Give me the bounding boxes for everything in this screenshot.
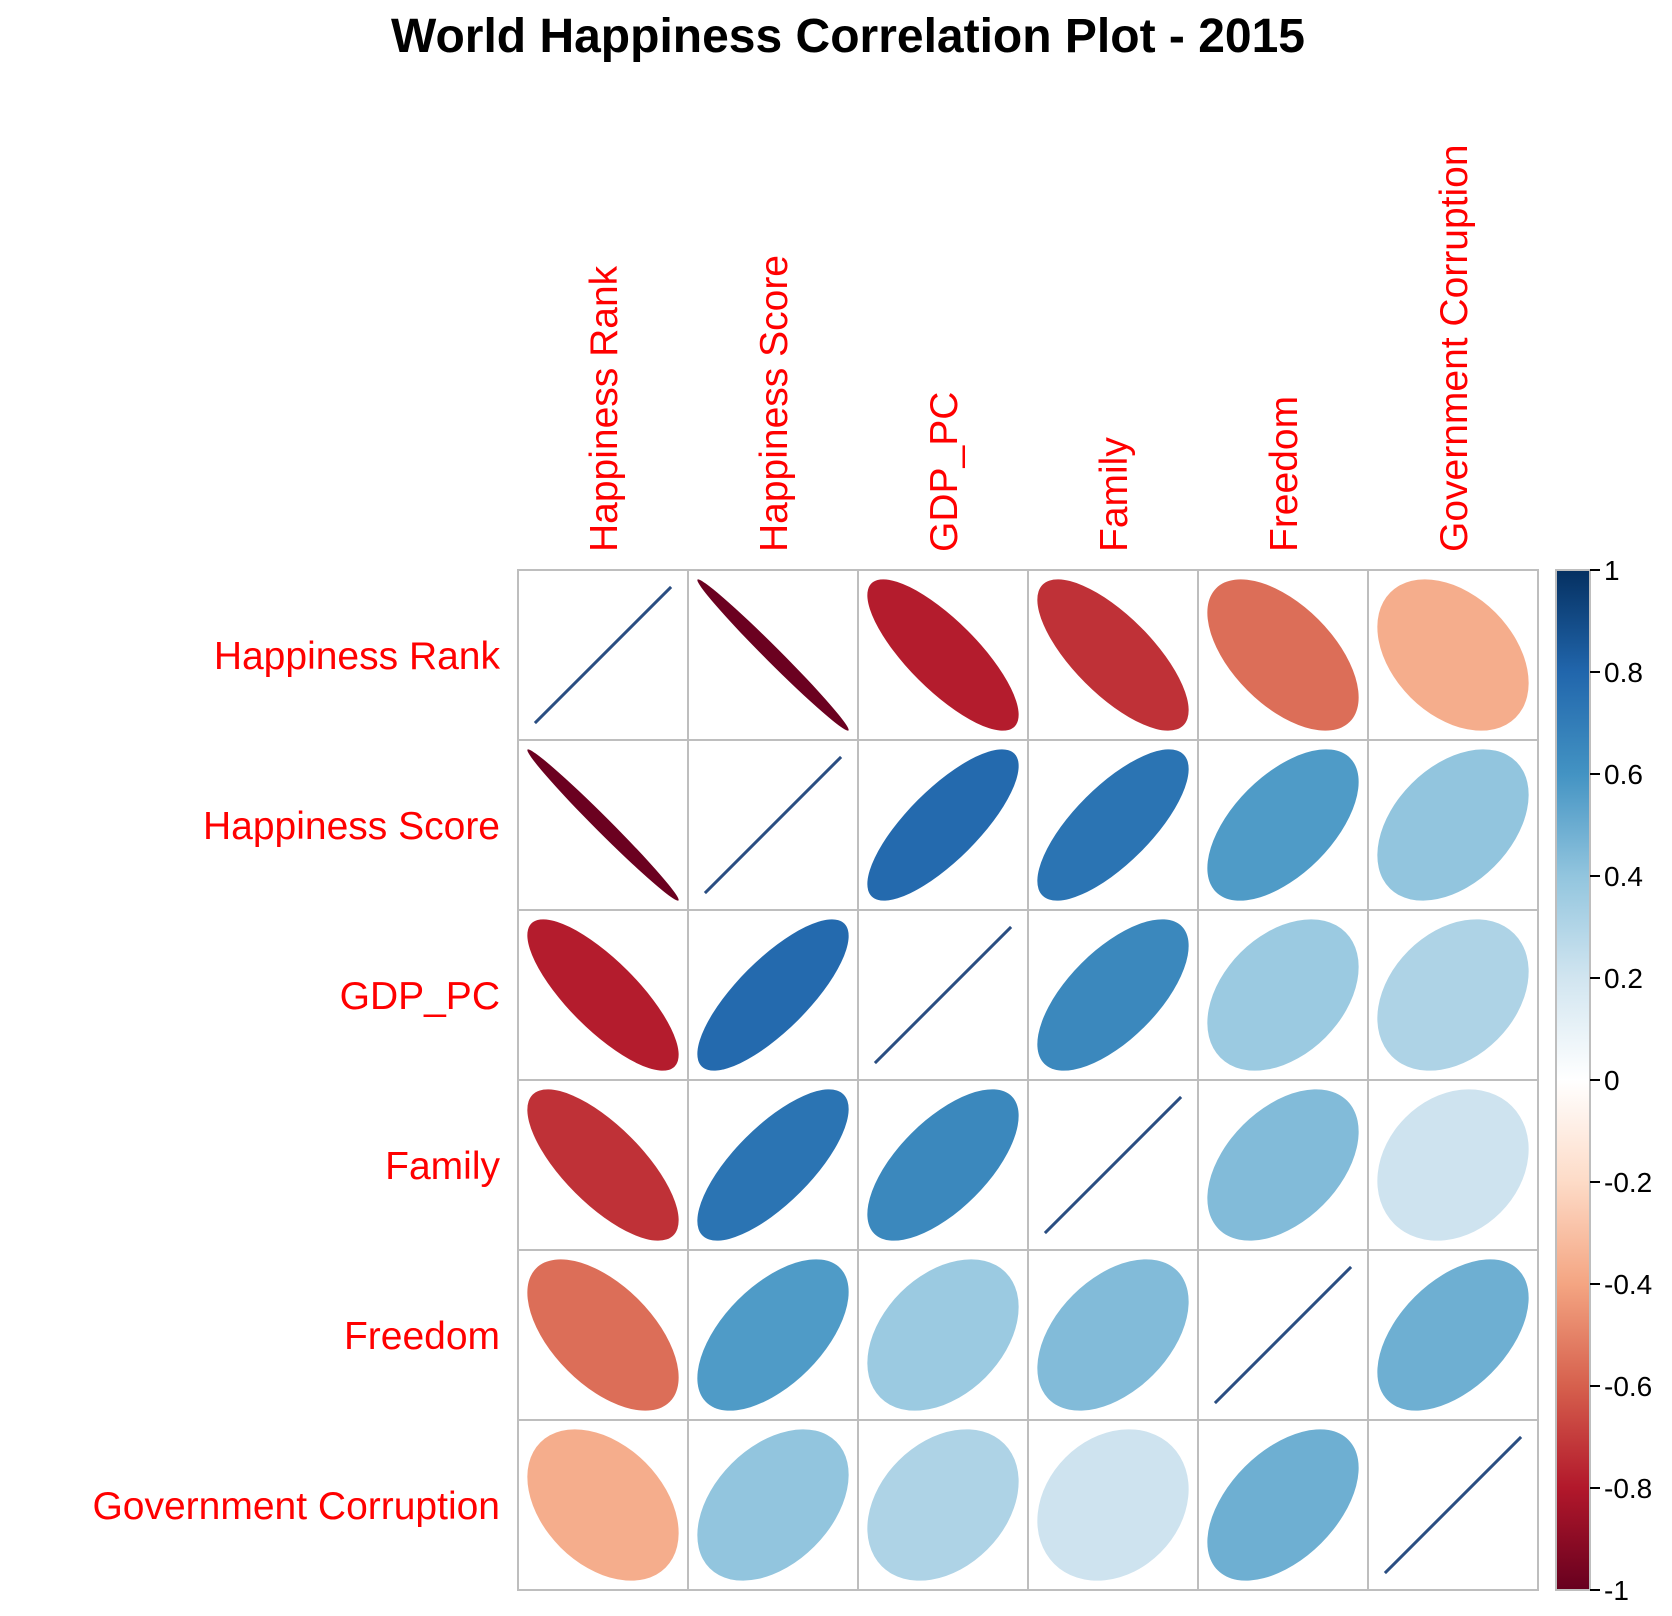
- colorbar-tick-label: -0.6: [1604, 1371, 1652, 1402]
- column-label-freedom: Freedom: [1263, 396, 1306, 552]
- ellipse-government-corruption-happiness-rank: [527, 1429, 679, 1581]
- ellipse-happiness-score-freedom: [1207, 749, 1359, 901]
- ellipse-freedom-freedom: [1213, 1265, 1353, 1405]
- correlation-cells: [517, 569, 1539, 1591]
- ellipse-freedom-family: [1037, 1259, 1189, 1411]
- ellipse-family-freedom: [1207, 1089, 1359, 1241]
- ellipse-government-corruption-gdp-pc: [867, 1429, 1019, 1581]
- row-labels: Happiness Rank Happiness Score GDP_PC Famil…: [92, 635, 500, 1528]
- ellipse-happiness-score-gdp-pc: [867, 749, 1019, 901]
- colorbar-tick-label: 0.6: [1604, 759, 1643, 790]
- ellipse-happiness-score-government-corruption: [1377, 749, 1529, 901]
- column-labels: Happiness Rank Happiness Score GDP_PC Famil…: [583, 144, 1476, 552]
- row-label-happiness-score: Happiness Score: [203, 805, 500, 848]
- ellipse-happiness-score-family: [1037, 749, 1189, 901]
- row-label-freedom: Freedom: [344, 1315, 500, 1358]
- ellipse-family-government-corruption: [1377, 1089, 1529, 1241]
- colorbar-gradient: [1555, 569, 1591, 1591]
- column-label-family: Family: [1093, 437, 1136, 552]
- ellipse-happiness-rank-government-corruption: [1377, 579, 1529, 731]
- row-label-government-corruption: Government Corruption: [92, 1485, 500, 1528]
- ellipse-freedom-government-corruption: [1377, 1259, 1529, 1411]
- ellipse-happiness-rank-freedom: [1207, 579, 1359, 731]
- ellipse-family-happiness-rank: [527, 1089, 679, 1241]
- colorbar-tick-label: 0.2: [1604, 963, 1643, 994]
- ellipse-gdp-pc-government-corruption: [1377, 919, 1529, 1071]
- colorbar-tick-label: 0.4: [1604, 861, 1643, 892]
- colorbar-tick-label: -0.4: [1604, 1269, 1652, 1300]
- ellipse-gdp-pc-happiness-rank: [527, 919, 679, 1071]
- ellipse-happiness-rank-gdp-pc: [867, 579, 1019, 731]
- colorbar-tick-label: -0.2: [1604, 1167, 1652, 1198]
- ellipse-government-corruption-government-corruption: [1383, 1435, 1523, 1575]
- column-label-happiness-rank: Happiness Rank: [583, 265, 626, 552]
- ellipse-government-corruption-freedom: [1207, 1429, 1359, 1581]
- ellipse-happiness-score-happiness-score: [703, 755, 843, 895]
- ellipse-government-corruption-happiness-score: [697, 1429, 849, 1581]
- row-label-family: Family: [385, 1145, 500, 1188]
- ellipse-freedom-happiness-score: [697, 1259, 849, 1411]
- ellipse-happiness-score-happiness-rank: [527, 749, 679, 901]
- ellipse-gdp-pc-freedom: [1207, 919, 1359, 1071]
- colorbar-tick-label: 1: [1604, 555, 1620, 586]
- ellipse-gdp-pc-family: [1037, 919, 1189, 1071]
- colorbar-tick-label: -1: [1604, 1575, 1629, 1606]
- column-label-happiness-score: Happiness Score: [753, 255, 796, 552]
- chart-title: World Happiness Correlation Plot - 2015: [391, 10, 1305, 63]
- ellipse-government-corruption-family: [1037, 1429, 1189, 1581]
- ellipse-happiness-rank-family: [1037, 579, 1189, 731]
- ellipse-freedom-gdp-pc: [867, 1259, 1019, 1411]
- ellipse-freedom-happiness-rank: [527, 1259, 679, 1411]
- column-label-government-corruption: Government Corruption: [1433, 144, 1476, 552]
- row-label-gdp-pc: GDP_PC: [340, 975, 500, 1018]
- ellipse-family-happiness-score: [697, 1089, 849, 1241]
- ellipse-family-family: [1043, 1095, 1183, 1235]
- column-label-gdp-pc: GDP_PC: [923, 392, 966, 552]
- colorbar-tick-label: -0.8: [1604, 1473, 1652, 1504]
- color-legend: 1 0.8 0.6 0.4 0.2 0 -0.2 -0.4 -0.6 -0.8 -1: [1555, 555, 1652, 1606]
- ellipse-happiness-rank-happiness-rank: [533, 585, 673, 725]
- ellipse-happiness-rank-happiness-score: [697, 579, 849, 731]
- ellipse-gdp-pc-happiness-score: [697, 919, 849, 1071]
- colorbar-tick-label: 0: [1604, 1065, 1620, 1096]
- ellipse-family-gdp-pc: [867, 1089, 1019, 1241]
- colorbar-tick-label: 0.8: [1604, 657, 1643, 688]
- ellipse-gdp-pc-gdp-pc: [873, 925, 1013, 1065]
- row-label-happiness-rank: Happiness Rank: [214, 635, 501, 678]
